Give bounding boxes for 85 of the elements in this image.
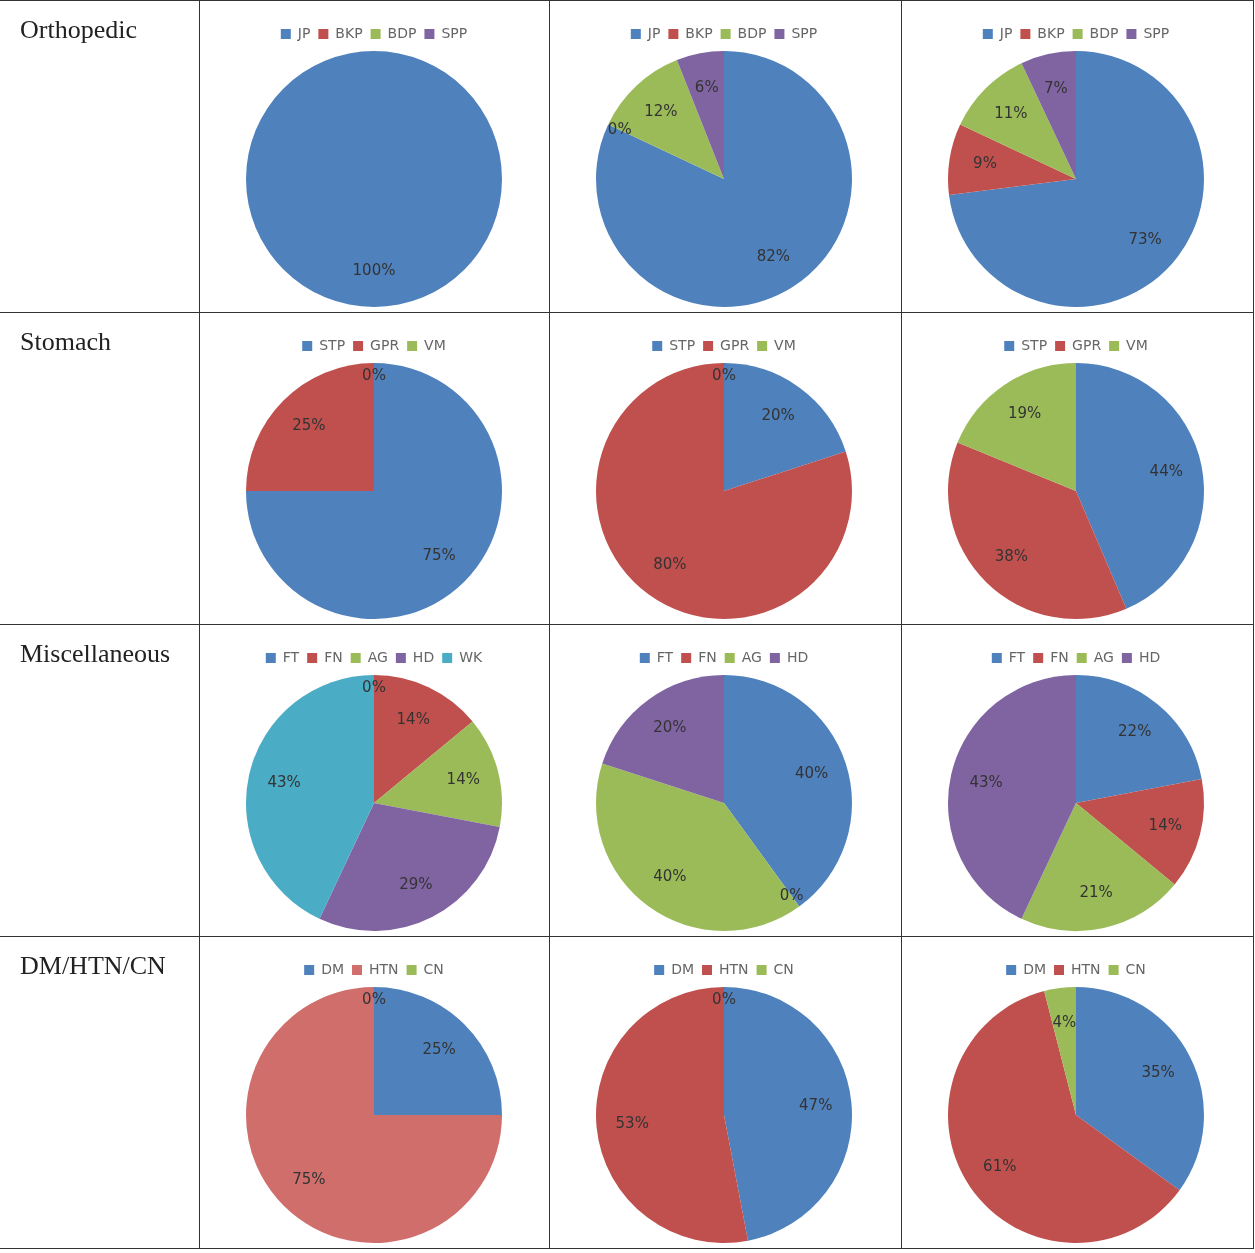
legend-label: BKP <box>1037 24 1065 41</box>
data-label: 61% <box>983 1156 1017 1175</box>
legend-label: HD <box>786 648 809 665</box>
legend-label: DM <box>1023 960 1047 977</box>
legend-label: SPP <box>791 24 818 41</box>
legend-label: SPP <box>441 24 468 41</box>
legend-label: FT <box>1008 648 1026 665</box>
data-label: 25% <box>422 1039 456 1058</box>
legend-label: BDP <box>737 24 767 41</box>
data-label: 47% <box>799 1096 833 1115</box>
text: 0% <box>362 989 386 1008</box>
legend-label: FT <box>282 648 300 665</box>
legend-label: WK <box>459 648 484 665</box>
data-label: 40% <box>653 867 687 886</box>
legend-label: BDP <box>1089 24 1119 41</box>
legend-label: VM <box>1126 336 1148 353</box>
legend-label: FN <box>1050 648 1069 665</box>
legend-label: GPR <box>370 336 400 353</box>
data-label: 43% <box>969 772 1003 791</box>
legend-label: BDP <box>387 24 417 41</box>
legend-label: JP <box>296 24 311 41</box>
legend-label: STP <box>669 336 696 353</box>
legend-label: HTN <box>1071 960 1101 977</box>
data-label: 75% <box>422 546 456 565</box>
data-label: 20% <box>653 718 687 737</box>
legend-label: JP <box>998 24 1013 41</box>
legend-label: DM <box>321 960 345 977</box>
data-label: 80% <box>653 555 687 574</box>
data-label: 43% <box>267 772 301 791</box>
legend-label: SPP <box>1143 24 1170 41</box>
data-label: 14% <box>1148 815 1182 834</box>
legend-label: VM <box>774 336 796 353</box>
data-label: 6% <box>694 78 719 97</box>
data-label: 14% <box>396 709 430 728</box>
legend-label: CN <box>1125 960 1146 977</box>
legend-label: STP <box>1021 336 1048 353</box>
chart-title: Orthopedic <box>0 1 200 313</box>
text: 0% <box>362 677 386 696</box>
legend-label: CN <box>773 960 794 977</box>
data-label: 38% <box>994 546 1029 565</box>
data-label: 53% <box>615 1113 649 1132</box>
text: 0% <box>712 989 736 1008</box>
data-label: 14% <box>446 769 480 788</box>
legend-label: GPR <box>720 336 750 353</box>
data-label: 40% <box>794 764 829 783</box>
data-label: 75% <box>292 1170 326 1189</box>
data-label: 11% <box>994 103 1028 122</box>
legend-label: VM <box>424 336 446 353</box>
legend-label: FN <box>698 648 717 665</box>
legend-label: JP <box>646 24 661 41</box>
legend-label: AG <box>741 648 762 665</box>
legend-label: AG <box>367 648 388 665</box>
data-label: 44% <box>1149 462 1183 481</box>
data-label: 25% <box>292 415 326 434</box>
legend-label: HD <box>1138 648 1161 665</box>
data-label: 20% <box>761 406 795 425</box>
data-label: 4% <box>1052 1013 1077 1032</box>
legend-label: HD <box>412 648 435 665</box>
chart-title: Stomach <box>0 313 200 625</box>
data-label: 7% <box>1044 78 1068 97</box>
chart-title: DM/HTN/CN <box>0 937 200 1249</box>
text: 0% <box>712 365 736 384</box>
legend-label: CN <box>423 960 444 977</box>
data-label: 29% <box>399 875 433 894</box>
legend-label: FN <box>324 648 343 665</box>
text: 0% <box>362 365 386 384</box>
legend-label: BKP <box>685 24 713 41</box>
data-label: 100% <box>352 261 396 280</box>
legend-label: AG <box>1093 648 1114 665</box>
data-label: 19% <box>1007 404 1042 423</box>
data-label: 21% <box>1079 882 1113 901</box>
data-label: 73% <box>1128 229 1162 248</box>
data-label: 12% <box>644 101 678 120</box>
legend-label: STP <box>319 336 346 353</box>
data-label: 9% <box>973 154 997 173</box>
legend-label: FT <box>656 648 674 665</box>
chart-title: Miscellaneous <box>0 625 200 937</box>
legend-label: GPR <box>1072 336 1102 353</box>
data-label: 22% <box>1118 721 1152 740</box>
data-label: 82% <box>756 246 791 265</box>
legend-label: HTN <box>369 960 399 977</box>
data-label: 35% <box>1141 1063 1175 1082</box>
legend-label: DM <box>671 960 695 977</box>
legend-label: HTN <box>719 960 749 977</box>
legend-label: BKP <box>335 24 363 41</box>
